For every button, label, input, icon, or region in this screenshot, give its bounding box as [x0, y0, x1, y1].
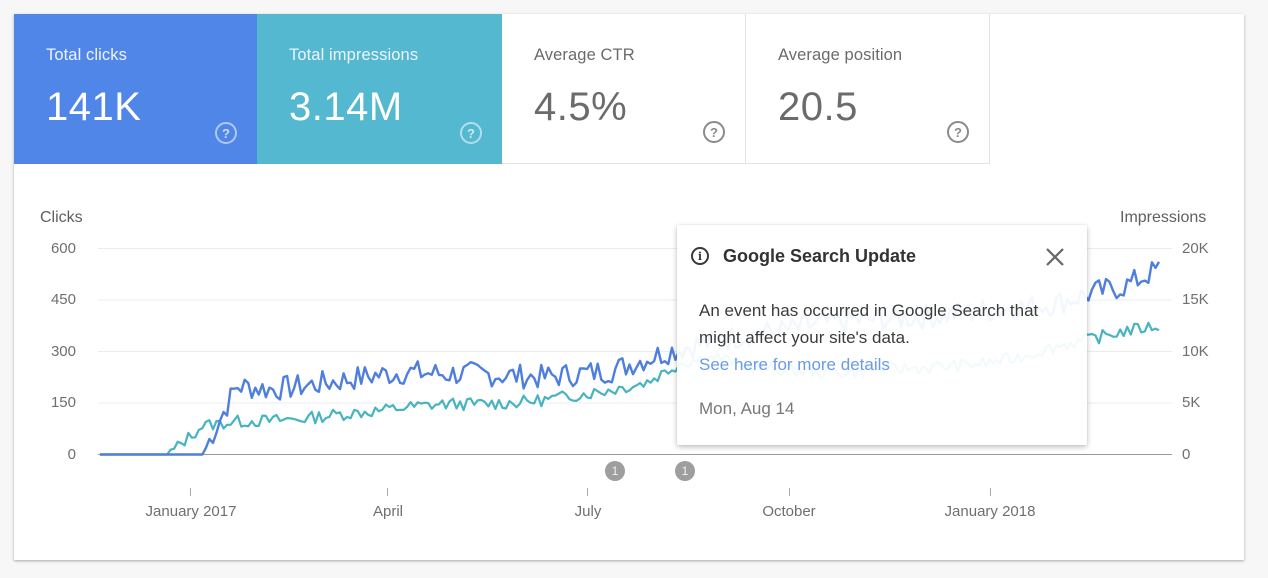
y-tick-left: 150 [50, 394, 76, 411]
metric-total-clicks[interactable]: Total clicks 141K ? [14, 14, 257, 164]
y-tick-right: 15K [1182, 291, 1209, 308]
y-tick-left: 0 [67, 446, 76, 463]
x-tick-mark [387, 488, 388, 496]
popup-message: An event has occurred in Google Search t… [699, 301, 1039, 347]
annotation-marker[interactable]: 1 [605, 461, 625, 481]
popup-body: An event has occurred in Google Search t… [699, 297, 1059, 378]
x-tick-label: October [762, 503, 816, 520]
popup-title: Google Search Update [723, 246, 917, 266]
help-icon[interactable]: ? [460, 122, 482, 144]
more-details-link[interactable]: See here for more details [699, 355, 890, 374]
y-tick-left: 450 [50, 291, 76, 308]
x-tick-label: January 2018 [944, 503, 1036, 520]
metric-label: Total clicks [46, 46, 127, 64]
info-icon: i [691, 247, 709, 265]
metric-label: Total impressions [289, 46, 419, 64]
metric-value: 3.14M [289, 85, 403, 129]
right-axis-title: Impressions [1120, 209, 1207, 226]
metric-total-impressions[interactable]: Total impressions 3.14M ? [257, 14, 502, 164]
x-tick-mark [789, 488, 790, 496]
y-tick-left: 600 [50, 240, 76, 257]
left-axis-title: Clicks [40, 209, 83, 226]
x-tick-label: April [372, 503, 404, 520]
performance-card: Total clicks 141K ? Total impressions 3.… [14, 14, 1244, 560]
metric-average-ctr[interactable]: Average CTR 4.5% ? [502, 14, 746, 164]
x-tick-mark [587, 488, 588, 496]
help-icon[interactable]: ? [947, 121, 969, 143]
y-tick-left: 300 [50, 343, 76, 360]
y-tick-right: 10K [1182, 343, 1209, 360]
annotation-popup: i Google Search Update An event has occu… [677, 225, 1087, 445]
x-tick-mark [190, 488, 191, 496]
help-icon[interactable]: ? [703, 121, 725, 143]
close-icon[interactable] [1043, 245, 1067, 269]
y-tick-right: 0 [1182, 446, 1191, 463]
metric-value: 141K [46, 85, 142, 129]
y-tick-right: 20K [1182, 240, 1209, 257]
metric-cards: Total clicks 141K ? Total impressions 3.… [14, 14, 990, 164]
metric-value: 20.5 [778, 85, 858, 129]
annotation-marker[interactable]: 1 [675, 461, 695, 481]
metric-average-position[interactable]: Average position 20.5 ? [746, 14, 990, 164]
metric-label: Average position [778, 46, 903, 64]
help-icon[interactable]: ? [215, 122, 237, 144]
metric-value: 4.5% [534, 85, 628, 129]
popup-date: Mon, Aug 14 [699, 399, 795, 418]
x-tick-mark [990, 488, 991, 496]
y-tick-right: 5K [1182, 394, 1201, 411]
x-tick-label: January 2017 [145, 503, 237, 520]
x-tick-label: July [574, 503, 602, 520]
metric-label: Average CTR [534, 46, 635, 64]
